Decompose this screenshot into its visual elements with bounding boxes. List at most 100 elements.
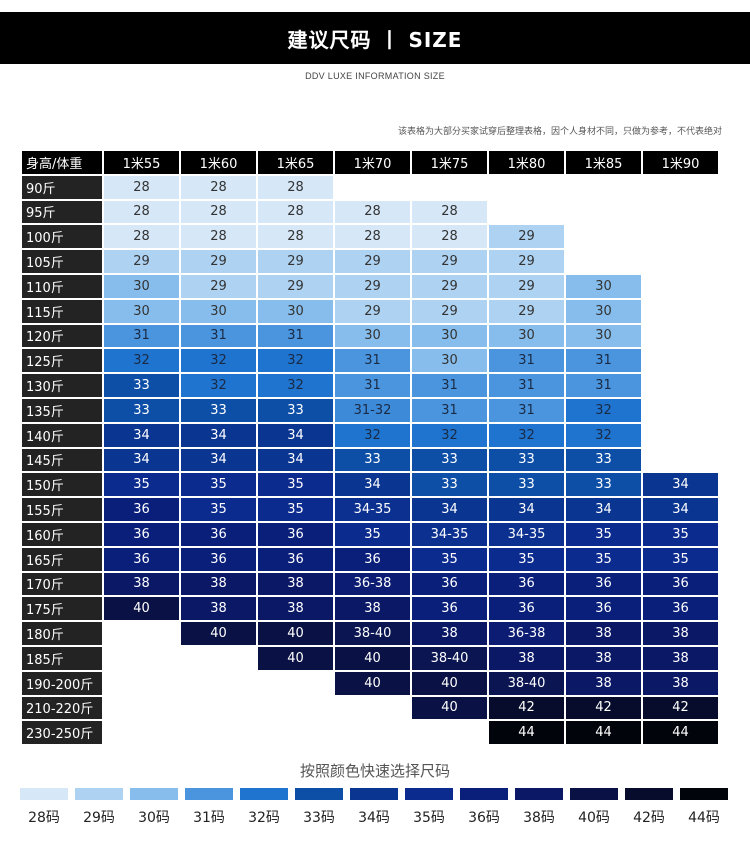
size-cell: 38-40 <box>489 671 564 697</box>
legend-label: 35码 <box>413 810 445 826</box>
size-cell: 42 <box>566 696 641 722</box>
size-cell: 40 <box>335 671 410 697</box>
empty-cell <box>643 274 718 300</box>
row-weight-label: 170斤 <box>22 572 102 598</box>
size-cell: 33 <box>104 398 179 424</box>
empty-cell <box>258 721 333 747</box>
legend-label: 28码 <box>28 810 60 826</box>
size-cell: 28 <box>104 225 179 251</box>
size-cell: 36 <box>181 547 256 573</box>
legend-item: 32码 <box>240 788 288 827</box>
table-row: 100斤 28 28 28 28 28 29 <box>22 225 718 251</box>
size-cell: 36 <box>566 597 641 623</box>
size-cell: 32 <box>181 349 256 375</box>
table-row: 160斤 36 36 36 35 34-35 34-35 35 35 <box>22 522 718 548</box>
size-cell: 32 <box>104 349 179 375</box>
row-weight-label: 190-200斤 <box>22 671 102 697</box>
size-cell: 32 <box>489 423 564 449</box>
size-cell: 31 <box>181 324 256 350</box>
size-cell: 28 <box>335 225 410 251</box>
size-cell: 28 <box>412 225 487 251</box>
size-cell: 44 <box>566 721 641 747</box>
size-cell: 30 <box>104 274 179 300</box>
row-weight-label: 165斤 <box>22 547 102 573</box>
size-cell: 28 <box>104 200 179 226</box>
size-cell: 35 <box>643 547 718 573</box>
table-row: 210-220斤 40 42 42 42 <box>22 696 718 722</box>
size-cell: 36-38 <box>335 572 410 598</box>
legend-item: 35码 <box>405 788 453 827</box>
legend-label: 36码 <box>468 810 500 826</box>
size-cell: 28 <box>181 225 256 251</box>
size-cell: 29 <box>489 225 564 251</box>
size-cell: 28 <box>258 225 333 251</box>
size-cell: 30 <box>335 324 410 350</box>
empty-cell <box>566 175 641 201</box>
size-cell: 35 <box>489 547 564 573</box>
size-cell: 31 <box>335 374 410 399</box>
legend-swatch <box>405 788 453 800</box>
size-cell: 40 <box>335 646 410 672</box>
empty-cell <box>489 175 564 201</box>
row-weight-label: 180斤 <box>22 622 102 647</box>
size-cell: 42 <box>643 696 718 722</box>
empty-cell <box>104 622 179 647</box>
size-cell: 29 <box>335 299 410 325</box>
legend-title: 按照颜色快速选择尺码 <box>299 762 450 780</box>
row-weight-label: 130斤 <box>22 374 102 399</box>
table-row: 130斤 33 32 32 31 31 31 31 <box>22 374 718 399</box>
size-cell: 29 <box>412 299 487 325</box>
column-header: 1米65 <box>258 151 333 176</box>
legend-swatch <box>295 788 343 800</box>
legend-item: 36码 <box>460 788 508 827</box>
table-row: 115斤 30 30 30 29 29 29 30 <box>22 299 718 325</box>
size-cell: 28 <box>181 175 256 201</box>
legend-swatch <box>515 788 563 800</box>
size-cell: 29 <box>181 250 256 275</box>
size-cell: 29 <box>258 274 333 300</box>
table-row: 170斤 38 38 38 36-38 36 36 36 36 <box>22 572 718 598</box>
row-weight-label: 155斤 <box>22 498 102 523</box>
legend-item: 31码 <box>185 788 233 827</box>
size-cell: 29 <box>412 250 487 275</box>
size-cell: 35 <box>566 522 641 548</box>
size-cell: 34-35 <box>335 498 410 523</box>
size-cell: 38 <box>489 646 564 672</box>
size-cell: 38 <box>643 646 718 672</box>
size-cell: 33 <box>258 398 333 424</box>
size-cell: 28 <box>258 200 333 226</box>
legend-item: 38码 <box>515 788 563 827</box>
size-cell: 40 <box>181 622 256 647</box>
row-weight-label: 115斤 <box>22 299 102 325</box>
empty-cell <box>643 448 718 474</box>
size-cell: 32 <box>566 398 641 424</box>
size-cell: 38 <box>643 622 718 647</box>
disclaimer-note: 该表格为大部分买家试穿后整理表格，因个人身材不同，只做为参考，不代表绝对 <box>397 127 722 137</box>
size-cell: 30 <box>104 299 179 325</box>
table-row: 150斤 35 35 35 34 33 33 33 34 <box>22 473 718 499</box>
legend-label: 30码 <box>138 810 170 826</box>
size-cell: 36 <box>489 597 564 623</box>
column-header: 1米70 <box>335 151 410 176</box>
size-cell: 42 <box>489 696 564 722</box>
size-cell: 34 <box>104 423 179 449</box>
size-cell: 34 <box>181 448 256 474</box>
size-cell: 28 <box>412 200 487 226</box>
row-weight-label: 110斤 <box>22 274 102 300</box>
column-header: 1米90 <box>643 151 718 176</box>
size-cell: 28 <box>104 175 179 201</box>
legend-item: 30码 <box>130 788 178 827</box>
size-cell: 34 <box>643 498 718 523</box>
empty-cell <box>258 696 333 722</box>
size-cell: 38 <box>181 597 256 623</box>
row-weight-label: 230-250斤 <box>22 721 102 747</box>
table-row: 90斤 28 28 28 <box>22 175 718 201</box>
size-cell: 35 <box>258 473 333 499</box>
size-cell: 32 <box>412 423 487 449</box>
size-cell: 33 <box>335 448 410 474</box>
legend-item: 33码 <box>295 788 343 827</box>
size-cell: 40 <box>104 597 179 623</box>
table-row: 95斤 28 28 28 28 28 <box>22 200 718 226</box>
row-weight-label: 125斤 <box>22 349 102 375</box>
size-cell: 30 <box>412 349 487 375</box>
